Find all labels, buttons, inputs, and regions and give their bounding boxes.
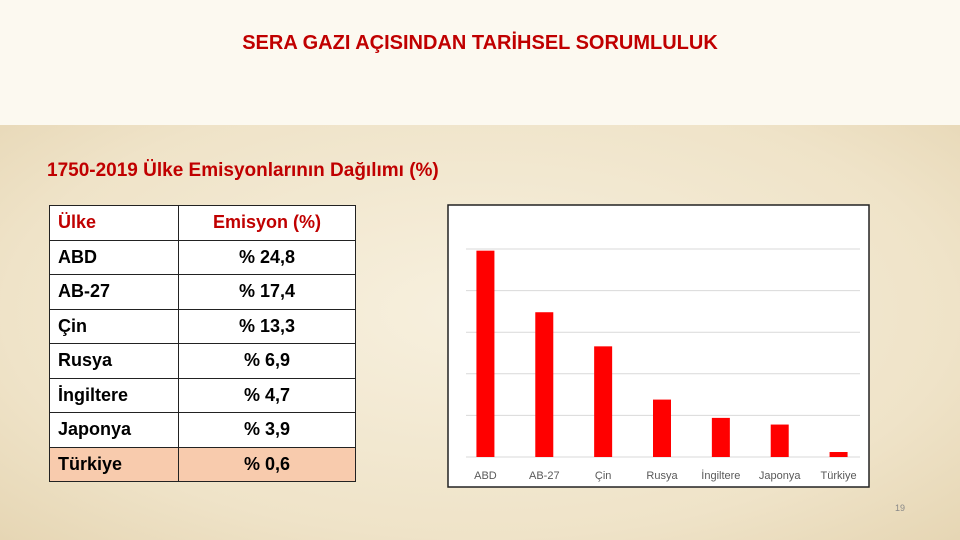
emission-table: Ülke Emisyon (%) ABD% 24,8 AB-27% 17,4 Çin% …	[49, 205, 356, 482]
table-row: Japonya% 3,9	[49, 412, 356, 448]
bar	[594, 346, 613, 457]
x-tick-label: İngiltere	[701, 469, 740, 482]
table-row: Rusya% 6,9	[49, 343, 356, 379]
table-cell: % 4,7	[178, 377, 356, 413]
table-cell: % 24,8	[178, 239, 356, 275]
table-cell: Japonya	[49, 412, 179, 448]
table-row: ABD% 24,8	[49, 239, 356, 275]
bar	[829, 452, 848, 457]
table-cell: Çin	[49, 308, 179, 344]
table-cell: % 0,6	[178, 446, 356, 482]
x-tick-label: Rusya	[646, 470, 678, 482]
x-tick-label: AB-27	[529, 470, 560, 482]
x-tick-label: Türkiye	[821, 470, 857, 482]
bar	[711, 417, 730, 457]
table-cell: Türkiye	[49, 446, 179, 482]
subtitle: 1750-2019 Ülke Emisyonlarının Dağılımı (…	[47, 160, 439, 181]
table-cell: AB-27	[49, 274, 179, 310]
bar	[535, 312, 554, 457]
table-row: AB-27% 17,4	[49, 274, 356, 310]
x-tick-label: Japonya	[759, 470, 801, 482]
x-tick-label: Çin	[595, 470, 612, 482]
table-row: Çin% 13,3	[49, 308, 356, 344]
bar	[476, 250, 495, 457]
bar	[653, 399, 671, 457]
bar	[770, 424, 789, 457]
x-tick-label: ABD	[474, 470, 497, 482]
table-cell: % 17,4	[178, 274, 356, 310]
slide-title: SERA GAZI AÇISINDAN TARİHSEL SORUMLULUK	[242, 32, 718, 54]
table-row: Türkiye% 0,6	[49, 446, 356, 482]
page-number: 19	[895, 503, 906, 513]
table-cell: ABD	[49, 239, 179, 275]
table-cell: Emisyon (%)	[178, 205, 356, 241]
table-cell: Rusya	[49, 343, 179, 379]
